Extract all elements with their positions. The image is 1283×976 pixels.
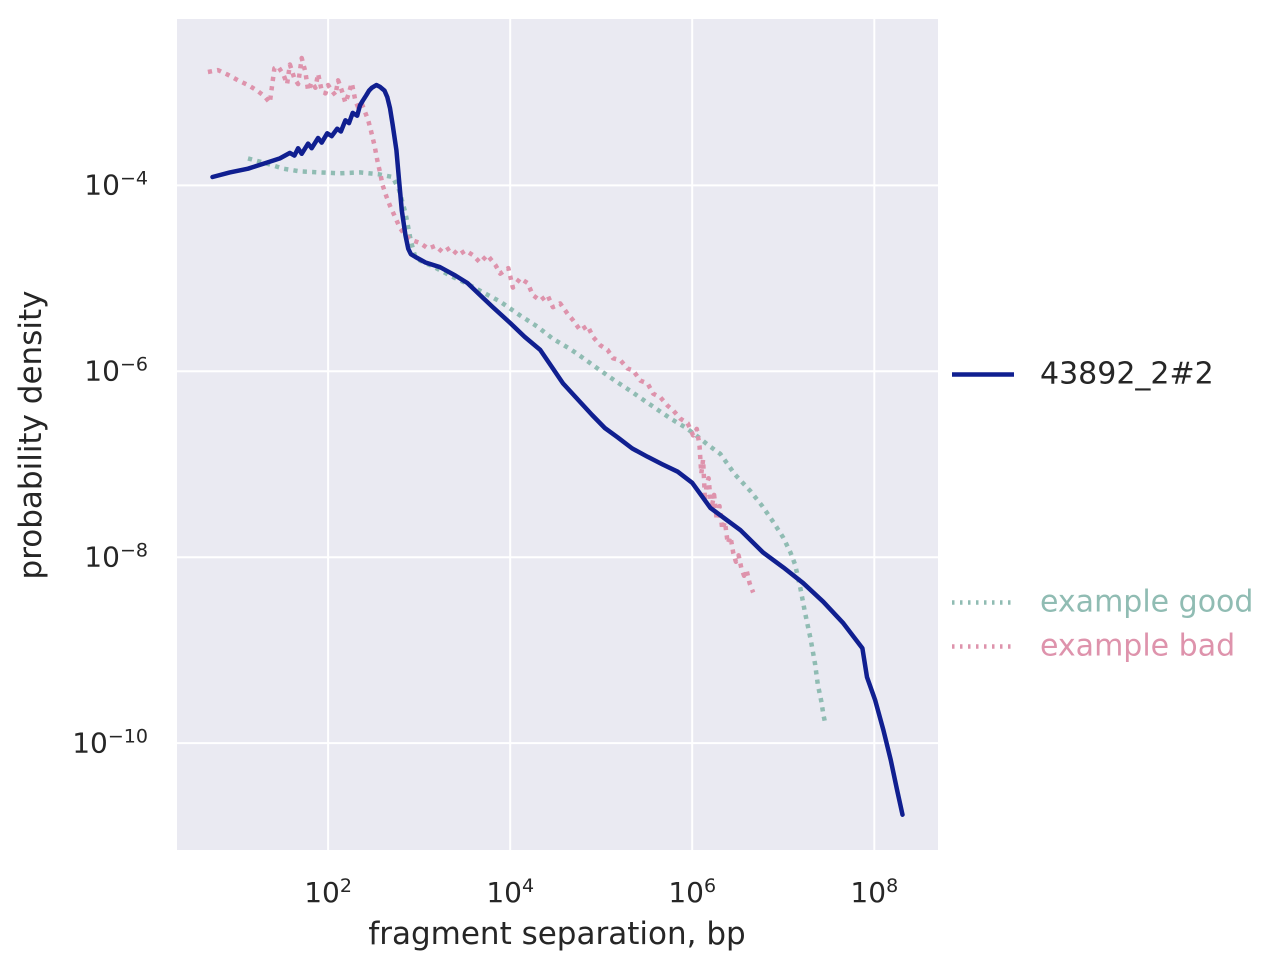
legend-dotted-line-icon xyxy=(952,599,1014,605)
x-tick-label: 102 xyxy=(304,874,352,909)
legend-item-example-good: example good xyxy=(950,585,1253,620)
y-axis-label: probability density xyxy=(13,290,49,580)
x-axis-tick-labels: 102 104 106 108 xyxy=(177,874,938,916)
x-tick-label: 104 xyxy=(486,874,535,909)
plot-area xyxy=(177,19,938,850)
legend-item-main: 43892_2#2 xyxy=(950,357,1214,392)
legend-solid-line-icon xyxy=(952,371,1014,377)
y-tick-label: 10−6 xyxy=(84,353,148,388)
legend-label-main: 43892_2#2 xyxy=(1040,356,1214,392)
series-line-0 xyxy=(210,82,905,817)
x-tick-label: 108 xyxy=(850,874,899,909)
y-tick-label: 10−8 xyxy=(84,539,148,574)
series-line-2 xyxy=(207,55,756,594)
x-axis-label: fragment separation, bp xyxy=(368,916,746,952)
x-tick-label: 106 xyxy=(668,874,717,909)
y-tick-label: 10−4 xyxy=(84,167,148,202)
legend-label-example-good: example good xyxy=(1040,584,1254,620)
y-axis-tick-labels: 10−4 10−6 10−8 10−10 xyxy=(0,19,148,850)
y-tick-label: 10−10 xyxy=(72,725,148,760)
legend-item-example-bad: example bad xyxy=(950,629,1235,664)
legend-label-example-bad: example bad xyxy=(1040,628,1236,664)
legend-dotted-line-icon xyxy=(952,643,1014,649)
